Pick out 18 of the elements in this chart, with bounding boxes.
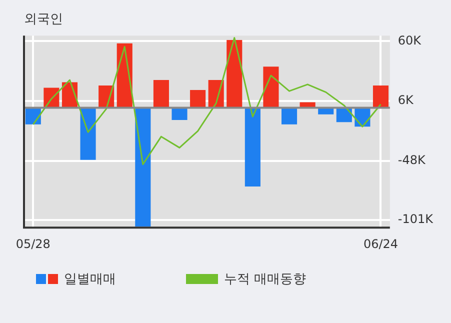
bar: [80, 108, 96, 160]
bar: [263, 66, 279, 108]
bar: [282, 108, 298, 124]
bar: [135, 108, 151, 226]
bar: [244, 108, 260, 187]
legend-label: 누적 매매동향: [224, 271, 306, 288]
y-tick-label: 6K: [398, 93, 415, 108]
y-tick-label: -48K: [398, 153, 426, 168]
bar: [190, 90, 206, 108]
bar: [372, 86, 389, 108]
x-tick-label: 05/28: [16, 236, 50, 251]
x-tick-label: 06/24: [363, 236, 398, 251]
legend-label: 일별매매: [64, 271, 116, 288]
chart-title: 외국인: [24, 12, 63, 28]
bar: [172, 108, 188, 120]
y-tick-label: 60K: [398, 33, 422, 48]
y-tick-label: -101K: [398, 212, 434, 226]
bar: [153, 80, 169, 108]
